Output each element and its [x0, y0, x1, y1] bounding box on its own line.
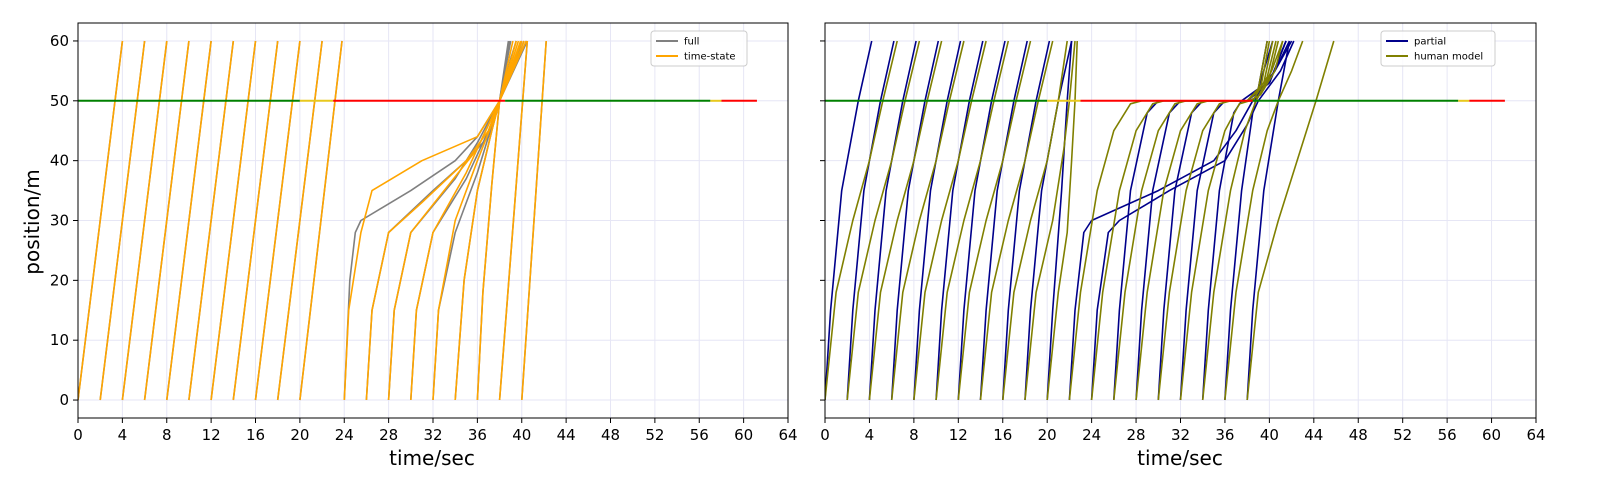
left-xtick-label-12: 48 [601, 426, 620, 444]
right-series-0-trajectory-8 [1002, 40, 1051, 401]
right-xtick-label-16: 64 [1526, 426, 1545, 444]
right-series-1-trajectory-4 [913, 40, 987, 401]
right-series-0-trajectory-7 [979, 40, 1028, 401]
left-xtick-label-15: 60 [734, 426, 753, 444]
left-xtick-label-14: 56 [690, 426, 709, 444]
left-plot-area [78, 40, 757, 401]
left-xtick-label-9: 36 [468, 426, 487, 444]
right-series-0-trajectory-9 [1024, 40, 1073, 401]
right-series-0-trajectory-4 [913, 40, 962, 401]
left-xtick-label-6: 24 [335, 426, 354, 444]
right-xtick-label-6: 24 [1082, 426, 1101, 444]
left-xtick-label-3: 12 [202, 426, 221, 444]
right-series-1-trajectory-5 [935, 40, 1010, 401]
right-xtick-label-11: 44 [1304, 426, 1323, 444]
left-xtick-label-0: 0 [73, 426, 83, 444]
left-legend: full time-state [650, 30, 748, 67]
right-series-0-trajectory-2 [868, 40, 917, 401]
right-xtick-label-0: 0 [820, 426, 830, 444]
left-legend-box [650, 30, 748, 67]
right-series-1-trajectory-16 [1179, 40, 1284, 401]
right-legend-box [1380, 30, 1496, 67]
left-xtick-label-13: 52 [645, 426, 664, 444]
right-xtick-label-15: 60 [1482, 426, 1501, 444]
right-xtick-label-4: 16 [993, 426, 1012, 444]
right-series-1-trajectory-14 [1135, 40, 1277, 401]
right-series-0-trajectory-0 [825, 40, 873, 401]
right-series-1-trajectory-12 [1090, 40, 1271, 401]
right-xtick-label-14: 56 [1438, 426, 1457, 444]
left-ytick-label-4: 40 [50, 152, 69, 170]
right-series-1-trajectory-0 [825, 40, 898, 401]
right-series-1-trajectory-2 [868, 40, 943, 401]
right-legend-label-0: partial [1414, 37, 1446, 48]
left-xtick-label-2: 8 [162, 426, 172, 444]
right-series-0-trajectory-12 [1090, 40, 1295, 401]
right-series-0-trajectory-1 [846, 40, 895, 401]
right-panel: time/sec 0 4 8 12 16 20 24 28 32 36 40 44 48 52 56 60 64… [820, 22, 1546, 470]
left-legend-label-0: full [684, 37, 699, 48]
right-series-1-trajectory-6 [957, 40, 1032, 401]
right-series-0-trajectory-3 [890, 40, 940, 401]
right-xtick-label-1: 4 [865, 426, 875, 444]
right-xlabel: time/sec [1137, 446, 1223, 470]
left-ytick-label-2: 20 [50, 271, 69, 289]
right-xtick-label-10: 40 [1260, 426, 1279, 444]
left-xtick-label-5: 20 [290, 426, 309, 444]
right-series-1-trajectory-9 [1024, 40, 1076, 401]
right-series-1-trajectory-1 [846, 40, 921, 401]
left-xtick-label-16: 64 [778, 426, 797, 444]
left-xlabel: time/sec [389, 446, 475, 470]
right-xtick-label-9: 36 [1215, 426, 1234, 444]
left-xtick-label-10: 40 [512, 426, 531, 444]
right-series-0-trajectory-19 [1246, 40, 1291, 401]
right-legend: partial human model [1380, 30, 1496, 67]
right-series-1-trajectory-3 [890, 40, 965, 401]
right-series-1-trajectory-8 [1002, 40, 1068, 401]
right-xtick-label-5: 20 [1038, 426, 1057, 444]
right-plot-area [825, 40, 1505, 401]
left-series-1-trajectory-11 [343, 40, 514, 401]
right-xtick-label-8: 32 [1171, 426, 1190, 444]
right-series-0-trajectory-5 [935, 40, 984, 401]
right-xtick-label-12: 48 [1349, 426, 1368, 444]
right-legend-label-1: human model [1414, 52, 1483, 63]
left-series-1-trajectory-17 [476, 40, 527, 401]
left-xtick-label-1: 4 [118, 426, 128, 444]
right-series-0-trajectory-10 [1046, 40, 1073, 401]
left-xtick-label-8: 32 [423, 426, 442, 444]
right-series-1-trajectory-18 [1224, 40, 1304, 401]
left-xtick-label-7: 28 [379, 426, 398, 444]
right-series-1-trajectory-13 [1113, 40, 1274, 401]
right-series-1-trajectory-19 [1246, 40, 1335, 401]
right-xtick-label-2: 8 [909, 426, 919, 444]
left-xtick-label-4: 16 [246, 426, 265, 444]
right-xtick-label-7: 28 [1127, 426, 1146, 444]
right-xtick-label-3: 12 [949, 426, 968, 444]
left-ylabel: position/m [20, 169, 44, 274]
left-legend-label-1: time-state [684, 52, 736, 63]
right-series-1-trajectory-10 [1046, 40, 1078, 401]
right-series-1-trajectory-17 [1201, 40, 1284, 401]
left-ytick-label-1: 10 [50, 331, 69, 349]
left-ytick-label-5: 50 [50, 92, 69, 110]
right-xtick-label-13: 52 [1393, 426, 1412, 444]
left-ytick-label-0: 0 [59, 391, 69, 409]
left-ytick-label-3: 30 [50, 212, 69, 230]
left-ytick-label-6: 60 [50, 32, 69, 50]
right-series-0-trajectory-6 [957, 40, 1006, 401]
left-panel: position/m time/sec 0 4 8 12 16 20 24 28 32 36 40 4… [20, 22, 798, 470]
right-series-1-trajectory-7 [979, 40, 1054, 401]
left-xtick-label-11: 44 [557, 426, 576, 444]
